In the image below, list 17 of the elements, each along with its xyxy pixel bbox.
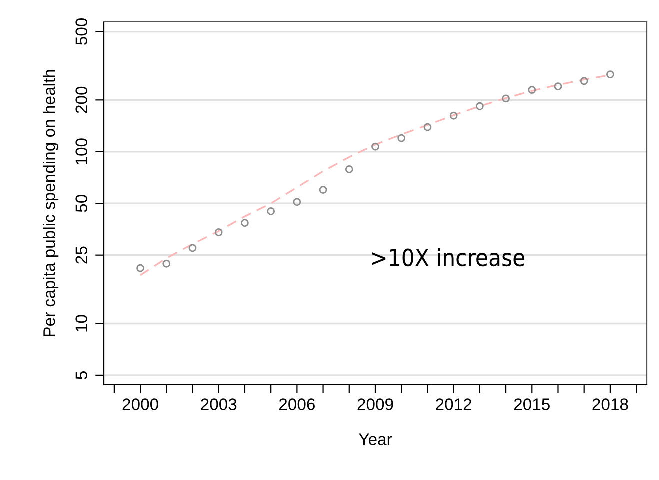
x-tick-label: 2012 (436, 398, 472, 410)
y-tick-label: 200 (76, 86, 88, 114)
y-tick-label: 100 (76, 138, 88, 165)
annotation: >10X increase (372, 248, 525, 267)
y-axis-title: Per capita public spending on health (43, 70, 59, 336)
x-tick-label: 2018 (592, 398, 628, 410)
x-axis-title: Year (359, 434, 392, 446)
x-tick-label: 2003 (201, 398, 237, 410)
y-tick-label: 10 (76, 315, 88, 332)
x-tick-label: 2015 (514, 398, 550, 410)
x-tick-label: 2006 (279, 398, 315, 410)
x-tick-label: 2000 (122, 398, 158, 410)
y-tick-label: 500 (76, 18, 88, 46)
y-tick-label: 25 (76, 246, 88, 264)
y-tick-label: 5 (76, 372, 88, 380)
y-tick-label: 50 (76, 195, 88, 212)
x-tick-label: 2009 (358, 398, 394, 410)
